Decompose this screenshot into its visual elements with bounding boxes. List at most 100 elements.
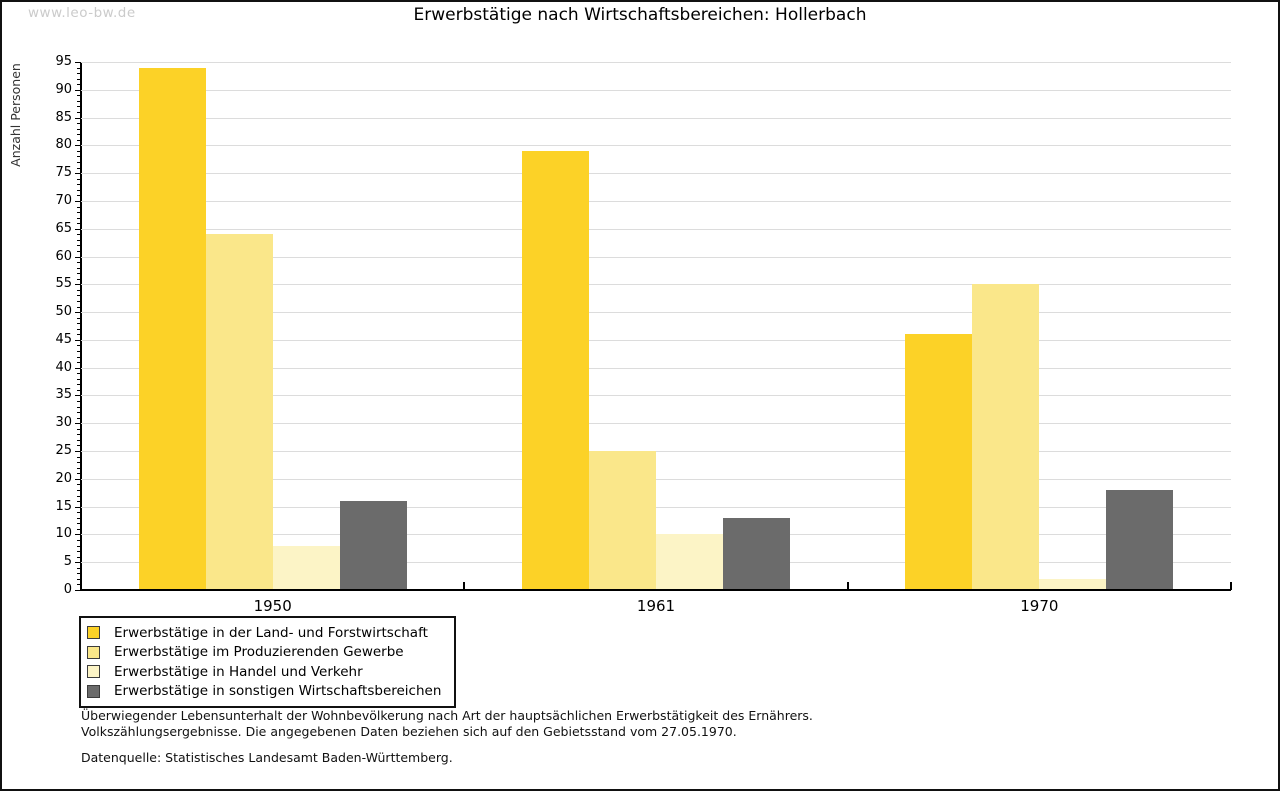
y-axis-tick-minor (77, 462, 81, 464)
y-axis-tick-major (75, 562, 81, 564)
y-axis-tick-minor (77, 473, 81, 475)
y-axis-tick-minor (77, 150, 81, 152)
y-axis-tick-minor (77, 384, 81, 386)
y-axis-tick-minor (77, 300, 81, 302)
y-axis-tick-minor (77, 528, 81, 530)
y-axis-tick-label: 5 (63, 554, 72, 570)
y-axis-tick-minor (77, 206, 81, 208)
y-axis-tick-minor (77, 95, 81, 97)
legend-item-label: Erwerbstätige in Handel und Verkehr (114, 663, 363, 680)
y-axis-tick-minor (77, 106, 81, 108)
gridline-20 (81, 478, 1231, 480)
y-axis-tick-minor (77, 273, 81, 275)
y-axis-tick-label: 65 (55, 220, 72, 236)
y-axis-tick-minor (77, 112, 81, 114)
y-axis-tick-minor (77, 417, 81, 419)
gridline-40 (81, 367, 1231, 369)
y-axis-tick-minor (77, 439, 81, 441)
gridline-75 (81, 173, 1231, 175)
y-axis-tick-label: 35 (55, 387, 72, 403)
y-axis-tick-major (75, 506, 81, 508)
y-axis-tick-major (75, 367, 81, 369)
y-axis-tick-label: 25 (55, 443, 72, 459)
legend-swatch (87, 684, 100, 698)
y-axis-tick-minor (77, 295, 81, 297)
y-axis-tick-minor (77, 139, 81, 141)
gridline-70 (81, 200, 1231, 202)
bar-1950-s1 (138, 67, 206, 590)
y-axis-tick-minor (77, 406, 81, 408)
y-axis-tick-major (75, 395, 81, 397)
y-axis-tick-major (75, 173, 81, 175)
y-axis-tick-minor (77, 578, 81, 580)
y-axis-tick-minor (77, 100, 81, 102)
y-axis-tick-minor (77, 551, 81, 553)
bar-1950-s4 (339, 501, 407, 590)
gridline-95 (81, 62, 1231, 63)
y-axis-tick-label: 80 (55, 137, 72, 153)
y-axis-tick-minor (77, 501, 81, 503)
y-axis-tick-label: 15 (55, 498, 72, 514)
bar-1970-s1 (905, 334, 973, 590)
y-axis-tick-minor (77, 223, 81, 225)
bar-1970-s3 (1039, 578, 1107, 590)
y-axis-tick-minor (77, 162, 81, 164)
gridline-55 (81, 284, 1231, 286)
y-axis-tick-minor (77, 484, 81, 486)
y-axis-tick-label: 0 (63, 582, 72, 597)
y-axis-tick-minor (77, 351, 81, 352)
gridline-35 (81, 395, 1231, 397)
footer-line-2: Volkszählungsergebnisse. Die angegebenen… (81, 723, 737, 739)
y-axis-tick-label: 95 (55, 54, 72, 69)
gridline-65 (81, 228, 1231, 230)
y-axis-tick-minor (77, 412, 81, 414)
bar-1950-s3 (272, 545, 340, 590)
legend-item-label: Erwerbstätige in sonstigen Wirtschaftsbe… (114, 683, 442, 700)
y-axis-tick-minor (77, 517, 81, 519)
y-axis-tick-minor (77, 123, 81, 125)
y-axis-tick-minor (77, 539, 81, 541)
y-axis-tick-minor (77, 573, 81, 575)
y-axis-tick-major (75, 228, 81, 230)
y-axis-tick-minor (77, 128, 81, 130)
y-axis-tick-label: 90 (55, 81, 72, 97)
x-axis-category-label: 1950 (253, 597, 292, 615)
gridline-85 (81, 117, 1231, 119)
y-axis-tick-minor (77, 267, 81, 269)
x-axis-boundary-tick (846, 582, 849, 590)
bar-1970-s4 (1106, 489, 1174, 590)
y-axis-tick-label: 70 (55, 192, 72, 208)
data-source: Datenquelle: Statistisches Landesamt Bad… (81, 750, 453, 765)
y-axis-tick-label: 60 (55, 248, 72, 264)
bar-1970-s2 (972, 284, 1040, 590)
y-axis-tick-major (75, 534, 81, 536)
y-axis-tick-minor (77, 234, 81, 236)
y-axis-tick-minor (77, 306, 81, 308)
x-axis-boundary-tick (1230, 582, 1232, 590)
y-axis-tick-minor (77, 328, 81, 330)
y-axis-tick-major (75, 312, 81, 314)
y-axis-tick-minor (77, 167, 81, 169)
legend-item-3: Erwerbstätige in Handel und Verkehr (87, 662, 441, 682)
y-axis-tick-major (75, 590, 81, 591)
legend-swatch (87, 665, 100, 679)
y-axis-tick-minor (77, 495, 81, 497)
y-axis-tick-label: 10 (55, 526, 72, 542)
bar-1961-s2 (589, 451, 656, 590)
y-axis-tick-minor (77, 523, 81, 525)
y-axis-tick-minor (77, 262, 81, 264)
y-axis-tick-minor (77, 428, 81, 430)
plot-area: 0 5 10 15 20 25 30 35 40 45 50 55 60 65 70 75 80 85 90 95 19… (55, 54, 1232, 615)
y-axis-tick-minor (77, 545, 81, 547)
bar-1961-s1 (522, 150, 589, 590)
y-axis-tick-label: 20 (55, 470, 72, 486)
y-axis-tick-major (75, 89, 81, 91)
y-axis-tick-minor (77, 467, 81, 469)
y-axis-tick-major (75, 423, 81, 425)
legend-item-1: Erwerbstätige in der Land- und Forstwirt… (87, 623, 441, 643)
y-axis-title: Anzahl Personen (8, 63, 23, 167)
y-axis-tick-minor (77, 389, 81, 391)
y-axis-tick-label: 30 (55, 415, 72, 431)
y-axis-tick-minor (77, 189, 81, 191)
y-axis-tick-minor (77, 278, 81, 280)
